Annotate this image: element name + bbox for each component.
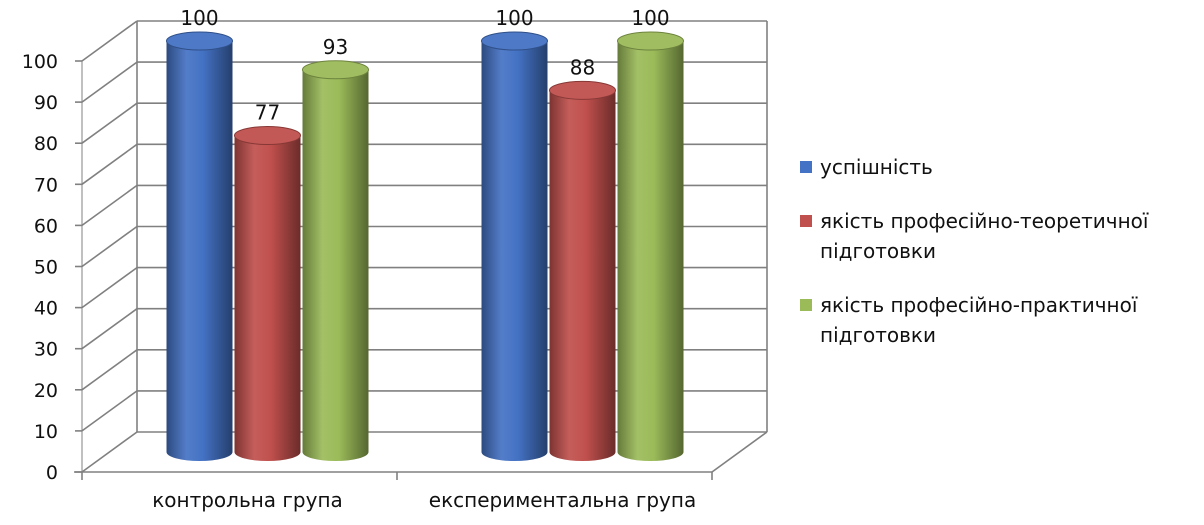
gridline-side [81,143,138,185]
gridline-side [81,102,138,144]
y-tick-label: 20 [34,380,58,402]
gridline-side [81,390,138,432]
data-label: 77 [255,101,280,125]
data-label: 100 [180,6,218,30]
data-label: 100 [631,6,669,30]
x-tick-label: контрольна група [152,488,343,512]
gridline-side [81,225,138,268]
y-tick-label: 10 [34,421,58,443]
legend-item: якість професійно-теоретичної підготовки [800,206,1200,266]
legend-item: успішність [800,152,1200,182]
y-tick-label: 90 [34,92,58,114]
bar [481,41,548,461]
gridline-side [81,431,138,473]
bar-top [617,31,684,51]
legend-swatch [800,215,812,227]
gridline-side [81,349,138,391]
x-tick-label: експериментальна група [429,488,696,512]
bar [234,135,301,461]
legend-label: якість професійно-теоретичної підготовки [820,209,1149,263]
bar-top [166,31,233,51]
legend-swatch [800,299,812,311]
y-tick-label: 80 [34,133,58,155]
floor-edge [711,431,768,473]
gridline-side [81,308,138,350]
legend-item: якість професійно-практичної підготовки [800,290,1200,350]
bar-top [549,80,616,100]
gridline-side [81,266,138,309]
bar [302,69,369,462]
bar-top [234,126,301,146]
y-tick-label: 30 [34,339,58,361]
gridline-side [81,20,138,62]
bar-top [302,60,369,80]
data-label: 88 [570,55,595,79]
y-tick-label: 50 [34,257,58,279]
legend: успішність якість професійно-теоретичної… [800,152,1200,374]
legend-swatch [800,161,812,173]
bar [617,41,684,461]
axes: 0 10 20 30 40 50 60 70 80 90 100 контрольна група ек… [22,51,713,512]
gridline-side [81,184,138,227]
bar [549,90,616,461]
bar [166,41,233,461]
bar-top [481,31,548,51]
y-tick-label: 0 [46,462,58,484]
y-tick-label: 60 [34,215,58,237]
y-tick-label: 100 [22,51,58,73]
y-tick-label: 70 [34,174,58,196]
data-labels: 100 77 93 100 88 100 [180,6,669,125]
gridline-side [81,61,138,103]
data-label: 100 [495,6,533,30]
bars [166,31,684,462]
data-label: 93 [323,35,348,59]
y-tick-label: 40 [34,298,58,320]
legend-label: якість професійно-практичної підготовки [820,293,1138,347]
legend-label: успішність [820,155,933,179]
